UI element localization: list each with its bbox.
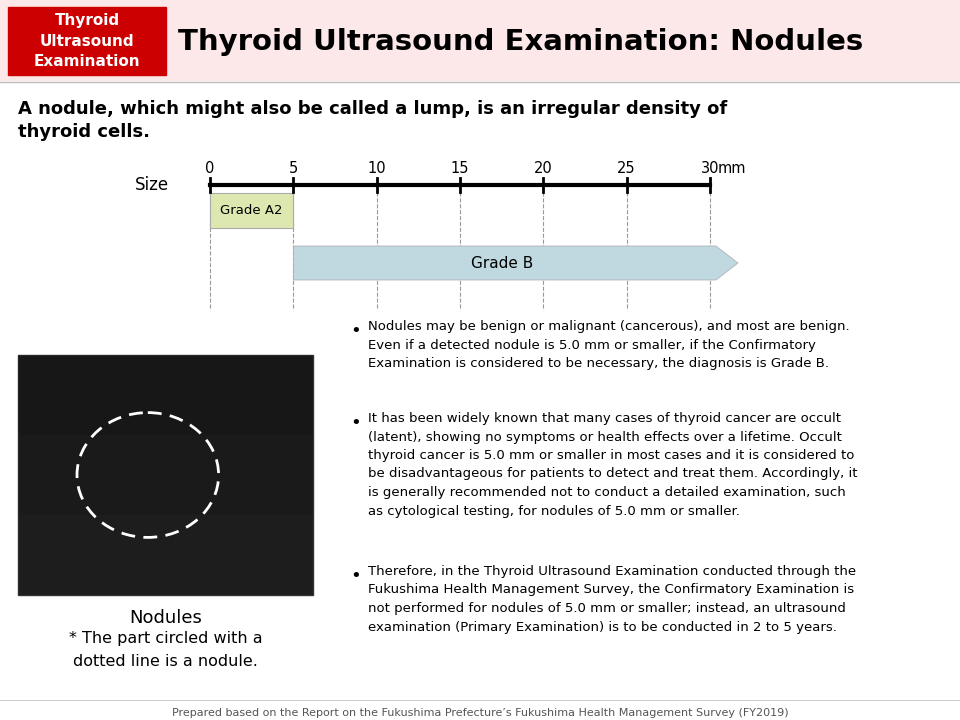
Text: * The part circled with a
dotted line is a nodule.: * The part circled with a dotted line is…	[69, 631, 262, 670]
Text: mm: mm	[718, 161, 747, 176]
Text: thyroid cells.: thyroid cells.	[18, 123, 150, 141]
Text: A nodule, which might also be called a lump, is an irregular density of: A nodule, which might also be called a l…	[18, 100, 728, 118]
Text: Grade B: Grade B	[470, 256, 533, 271]
Bar	[18, 355, 313, 595]
Text: 25: 25	[617, 161, 636, 176]
Text: 0: 0	[205, 161, 215, 176]
Bar	[8, 7, 166, 75]
Text: 5: 5	[289, 161, 298, 176]
Text: It has been widely known that many cases of thyroid cancer are occult
(latent), : It has been widely known that many cases…	[368, 412, 857, 518]
Text: Grade A2: Grade A2	[221, 204, 283, 217]
Text: Nodules: Nodules	[129, 609, 202, 627]
Bar	[0, 0, 960, 80]
Bar	[18, 515, 313, 595]
Text: Thyroid
Ultrasound
Examination: Thyroid Ultrasound Examination	[34, 12, 140, 70]
Text: 10: 10	[368, 161, 386, 176]
Text: 15: 15	[451, 161, 469, 176]
Text: Thyroid Ultrasound Examination: Nodules: Thyroid Ultrasound Examination: Nodules	[178, 28, 863, 56]
Text: 30: 30	[701, 161, 719, 176]
FancyArrow shape	[294, 246, 738, 280]
Text: •: •	[350, 322, 361, 340]
Text: Nodules may be benign or malignant (cancerous), and most are benign.
Even if a d: Nodules may be benign or malignant (canc…	[368, 320, 850, 370]
Bar	[18, 435, 313, 515]
Text: Size: Size	[135, 176, 169, 194]
Text: •: •	[350, 414, 361, 432]
Text: •: •	[350, 567, 361, 585]
Text: Prepared based on the Report on the Fukushima Prefecture’s Fukushima Health Mana: Prepared based on the Report on the Fuku…	[172, 708, 788, 718]
Bar	[210, 193, 294, 228]
Text: 20: 20	[534, 161, 553, 176]
Bar	[18, 355, 313, 435]
Text: Therefore, in the Thyroid Ultrasound Examination conducted through the
Fukushima: Therefore, in the Thyroid Ultrasound Exa…	[368, 565, 856, 634]
